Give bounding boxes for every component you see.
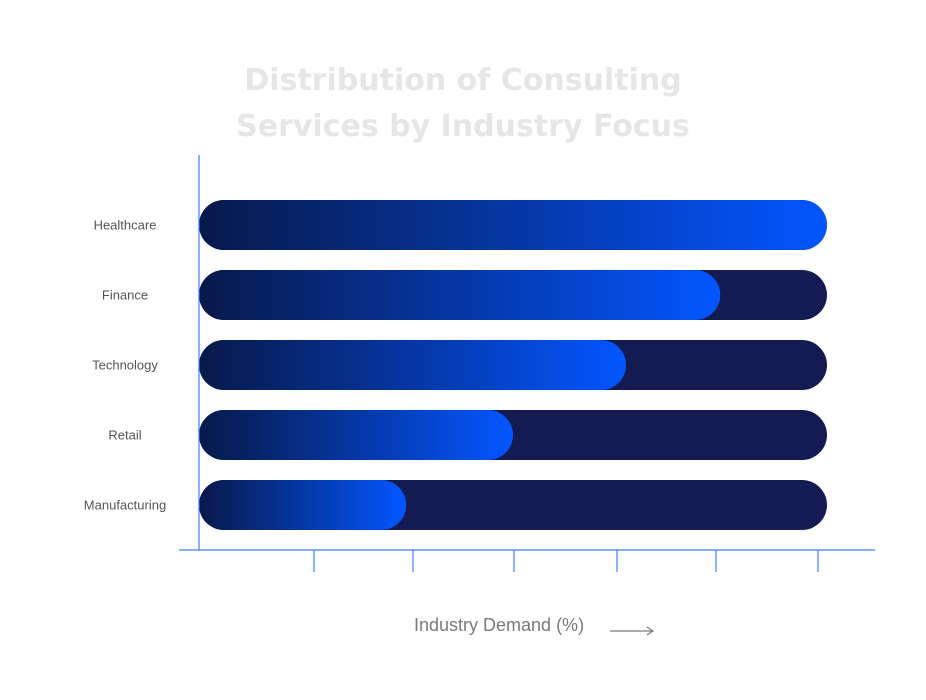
chart-title: Distribution of Consulting Services by I… [0, 58, 926, 150]
category-label-retail: Retail [108, 428, 141, 443]
category-label-finance: Finance [102, 288, 148, 303]
bar-retail [199, 410, 513, 460]
bar-technology [199, 340, 627, 390]
x-axis-label: Industry Demand (%) [414, 615, 585, 635]
bar-healthcare [199, 200, 827, 250]
bar-finance [199, 270, 721, 320]
arrow-right-icon [610, 626, 655, 636]
axes [179, 155, 875, 572]
category-label-healthcare: Healthcare [94, 218, 157, 233]
bars [199, 200, 827, 530]
category-label-manufacturing: Manufacturing [84, 498, 166, 513]
chart-title-line-2: Services by Industry Focus [236, 109, 690, 144]
chart-title-line-1: Distribution of Consulting [244, 63, 682, 98]
bar-manufacturing [199, 480, 407, 530]
category-labels: Healthcare Finance Technology Retail Manufac… [84, 218, 166, 513]
category-label-technology: Technology [92, 358, 158, 373]
